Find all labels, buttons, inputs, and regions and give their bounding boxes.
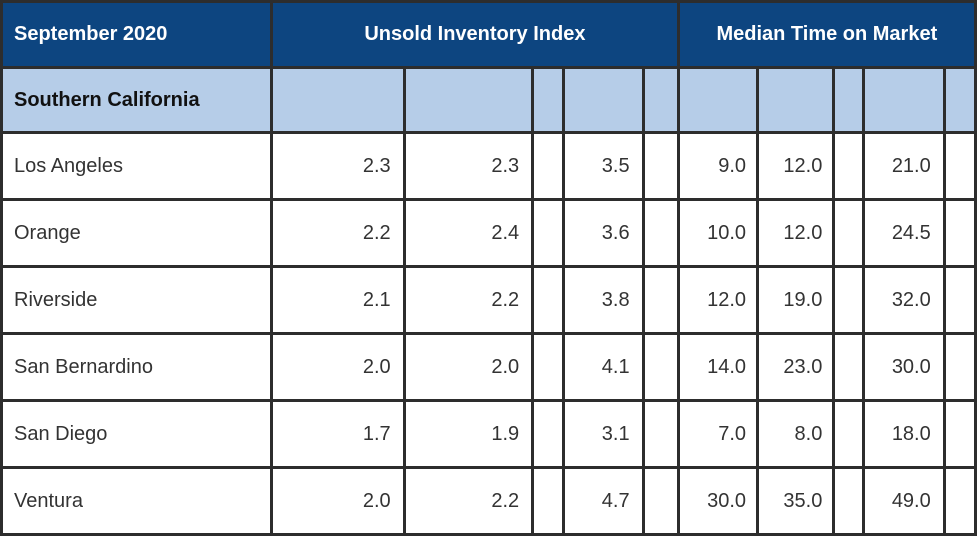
table-row: Orange 2.2 2.4 3.6 10.0 12.0 24.5 (3, 201, 974, 265)
county-name: Los Angeles (3, 134, 271, 198)
mtm-value: 8.0 (759, 402, 833, 466)
empty-cell (644, 469, 677, 533)
region-cell (945, 69, 974, 131)
uii-value: 4.7 (565, 469, 642, 533)
empty-cell (644, 402, 677, 466)
region-cell (534, 69, 563, 131)
county-name: Riverside (3, 268, 271, 332)
mtm-value: 23.0 (759, 335, 833, 399)
region-cell (679, 69, 757, 131)
empty-cell (945, 335, 974, 399)
uii-value: 3.6 (565, 201, 642, 265)
period-header: September 2020 (3, 3, 271, 66)
empty-cell (644, 201, 677, 265)
empty-cell (534, 268, 563, 332)
empty-cell (945, 268, 974, 332)
median-time-on-market-header: Median Time on Market (679, 3, 974, 66)
county-name: Orange (3, 201, 271, 265)
mtm-value: 32.0 (865, 268, 943, 332)
uii-value: 2.3 (273, 134, 403, 198)
uii-value: 3.8 (565, 268, 642, 332)
table-row: Ventura 2.0 2.2 4.7 30.0 35.0 49.0 (3, 469, 974, 533)
region-cell (865, 69, 943, 131)
region-cell (759, 69, 833, 131)
mtm-value: 24.5 (865, 201, 943, 265)
county-name: Ventura (3, 469, 271, 533)
empty-cell (945, 469, 974, 533)
uii-value: 2.0 (273, 469, 403, 533)
county-name: San Diego (3, 402, 271, 466)
empty-cell (945, 134, 974, 198)
uii-value: 2.1 (273, 268, 403, 332)
region-row: Southern California (3, 69, 974, 131)
uii-value: 2.2 (405, 469, 532, 533)
mtm-value: 35.0 (759, 469, 833, 533)
county-name: San Bernardino (3, 335, 271, 399)
table-row: Riverside 2.1 2.2 3.8 12.0 19.0 32.0 (3, 268, 974, 332)
uii-value: 3.5 (565, 134, 642, 198)
unsold-inventory-index-header: Unsold Inventory Index (273, 3, 677, 66)
uii-value: 2.3 (405, 134, 532, 198)
empty-cell (644, 268, 677, 332)
table-row: San Bernardino 2.0 2.0 4.1 14.0 23.0 30.0 (3, 335, 974, 399)
empty-cell (835, 201, 863, 265)
mtm-value: 12.0 (759, 134, 833, 198)
uii-value: 2.2 (405, 268, 532, 332)
mtm-value: 14.0 (679, 335, 757, 399)
region-cell (835, 69, 863, 131)
empty-cell (644, 134, 677, 198)
empty-cell (534, 469, 563, 533)
region-label: Southern California (3, 69, 271, 131)
region-cell (565, 69, 642, 131)
mtm-value: 12.0 (759, 201, 833, 265)
mtm-value: 10.0 (679, 201, 757, 265)
table-row: Los Angeles 2.3 2.3 3.5 9.0 12.0 21.0 (3, 134, 974, 198)
uii-value: 2.0 (405, 335, 532, 399)
empty-cell (534, 134, 563, 198)
region-cell (273, 69, 403, 131)
empty-cell (534, 201, 563, 265)
uii-value: 2.2 (273, 201, 403, 265)
mtm-value: 21.0 (865, 134, 943, 198)
empty-cell (835, 402, 863, 466)
mtm-value: 7.0 (679, 402, 757, 466)
mtm-value: 19.0 (759, 268, 833, 332)
mtm-value: 9.0 (679, 134, 757, 198)
uii-value: 1.9 (405, 402, 532, 466)
region-cell (644, 69, 677, 131)
mtm-value: 18.0 (865, 402, 943, 466)
uii-value: 1.7 (273, 402, 403, 466)
empty-cell (945, 402, 974, 466)
uii-value: 4.1 (565, 335, 642, 399)
empty-cell (835, 335, 863, 399)
empty-cell (945, 201, 974, 265)
table-row: San Diego 1.7 1.9 3.1 7.0 8.0 18.0 (3, 402, 974, 466)
mtm-value: 49.0 (865, 469, 943, 533)
empty-cell (835, 134, 863, 198)
uii-value: 2.0 (273, 335, 403, 399)
mtm-value: 30.0 (679, 469, 757, 533)
empty-cell (534, 335, 563, 399)
empty-cell (835, 469, 863, 533)
data-rows: Los Angeles 2.3 2.3 3.5 9.0 12.0 21.0 Orange 2.2… (3, 134, 974, 533)
mtm-value: 12.0 (679, 268, 757, 332)
mtm-value: 30.0 (865, 335, 943, 399)
header-row: September 2020 Unsold Inventory Index Me… (3, 3, 974, 66)
uii-value: 3.1 (565, 402, 642, 466)
uii-value: 2.4 (405, 201, 532, 265)
region-cell (405, 69, 532, 131)
empty-cell (835, 268, 863, 332)
empty-cell (644, 335, 677, 399)
empty-cell (534, 402, 563, 466)
